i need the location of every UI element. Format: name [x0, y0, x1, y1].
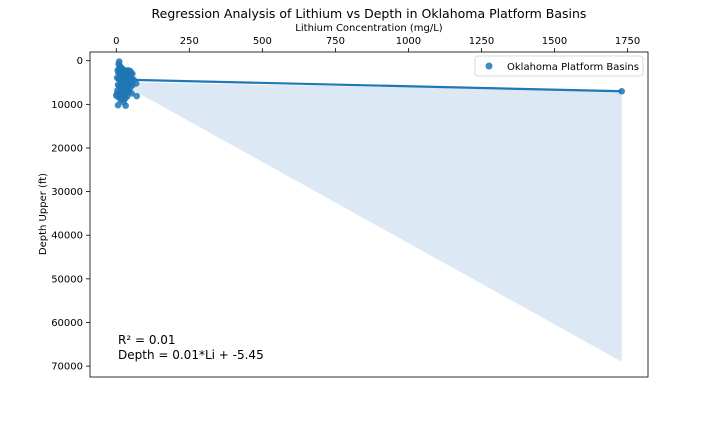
x-axis-label: Lithium Concentration (mg/L)	[295, 23, 442, 34]
x-tick-label: 1250	[469, 36, 494, 47]
data-point	[122, 102, 129, 109]
regression-line	[116, 78, 622, 93]
x-tick-label: 250	[180, 36, 199, 47]
legend: Oklahoma Platform Basins	[474, 55, 644, 77]
x-tick-label: 500	[253, 36, 272, 47]
y-tick-label: 10000	[51, 100, 83, 111]
x-tick-label: 0	[113, 36, 119, 47]
chart-title: Regression Analysis of Lithium vs Depth …	[152, 6, 587, 21]
y-tick-label: 50000	[51, 274, 83, 285]
data-point	[114, 101, 122, 109]
data-point	[618, 87, 626, 95]
y-tick-label: 0	[77, 56, 83, 67]
y-tick-label: 20000	[51, 143, 83, 154]
y-tick-label: 30000	[51, 187, 83, 198]
legend-box	[474, 55, 644, 77]
x-tick-label: 1500	[542, 36, 567, 47]
x-tick-label: 1750	[615, 36, 640, 47]
y-tick-label: 60000	[51, 318, 83, 329]
plot-frame	[89, 51, 649, 378]
data-point	[112, 92, 120, 99]
equation-annotation: Depth = 0.01*Li + -5.45	[118, 348, 264, 362]
r-squared-annotation: R² = 0.01	[118, 333, 176, 347]
data-point	[124, 74, 132, 82]
data-point	[133, 92, 141, 100]
y-tick-label: 40000	[51, 231, 83, 242]
data-point	[128, 90, 136, 97]
y-axis-label: Depth Upper (ft)	[38, 173, 49, 255]
x-tick-label: 750	[326, 36, 345, 47]
data-point	[118, 76, 126, 83]
x-tick-label: 1000	[396, 36, 421, 47]
data-point	[132, 80, 140, 87]
confidence-band	[116, 79, 622, 362]
legend-marker	[485, 62, 493, 70]
y-tick-label: 70000	[51, 362, 83, 373]
legend-label: Oklahoma Platform Basins	[507, 62, 639, 73]
plot-area: 0 250 500 750 1000 1250 1500 1750 0 10000 20000 300…	[51, 36, 640, 373]
